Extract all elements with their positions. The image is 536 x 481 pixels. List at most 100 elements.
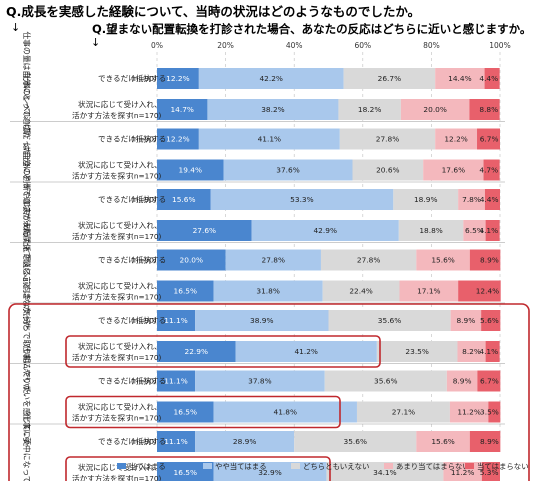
data-label: 53.3% bbox=[290, 195, 313, 204]
data-label: 18.8% bbox=[419, 226, 442, 235]
bar-segment bbox=[393, 189, 459, 210]
row-n-label: (n=170) bbox=[131, 474, 162, 481]
data-label: 37.8% bbox=[248, 377, 271, 386]
bar-segment bbox=[469, 431, 501, 452]
chart-subtitle: Q.望まない配置転換を打診された場合、あなたの反応はどちらに近いと感じますか。 bbox=[92, 22, 531, 36]
bar-segment bbox=[488, 401, 501, 423]
data-label: 12.2% bbox=[166, 74, 189, 83]
group-label: 人間関係で悩むことはなかった bbox=[22, 220, 32, 329]
legend-label: やや当てはまる bbox=[215, 462, 267, 471]
bar-segment bbox=[352, 159, 424, 181]
row-label-line1: 状況に応じて受け入れ、 bbox=[78, 220, 162, 230]
row-n-label: (n=170) bbox=[131, 232, 162, 241]
row-n-label: (n=90) bbox=[131, 316, 157, 325]
bar-segment bbox=[157, 249, 226, 271]
bar-segment bbox=[416, 249, 470, 271]
data-label: 22.4% bbox=[349, 287, 372, 296]
data-label: 8.9% bbox=[480, 256, 499, 265]
bar-segment bbox=[157, 159, 224, 181]
bar-segment bbox=[210, 189, 394, 210]
row-n-label: (n=170) bbox=[131, 414, 162, 423]
data-label: 20.6% bbox=[376, 166, 399, 175]
row-label-line2: 活かす方法を探す bbox=[72, 473, 133, 481]
bar-segment bbox=[469, 99, 500, 120]
bar-segment bbox=[223, 159, 353, 181]
gridlines bbox=[156, 52, 501, 438]
row-label: できるだけ抵抗する bbox=[98, 315, 166, 325]
data-label: 41.8% bbox=[274, 408, 297, 417]
bar-segment bbox=[225, 249, 321, 271]
row-label-line1: 状況に応じて受け入れ、 bbox=[78, 341, 162, 351]
bar-segment bbox=[322, 280, 400, 302]
data-label: 38.9% bbox=[250, 316, 273, 325]
row-n-label: (n=170) bbox=[131, 353, 162, 362]
legend-label: 当てはまる bbox=[129, 462, 166, 471]
bar-segment bbox=[339, 128, 436, 150]
bar-segment bbox=[435, 128, 478, 150]
data-label: 11.1% bbox=[164, 377, 187, 386]
x-tick-label: 100% bbox=[489, 41, 510, 50]
bar-segment bbox=[326, 462, 444, 481]
row-labels: できるだけ抵抗する(n=90)状況に応じて受け入れ、活かす方法を探す(n=170… bbox=[72, 73, 166, 481]
data-label: 20.0% bbox=[180, 256, 203, 265]
bars: 12.2% 42.2% 26.7% 14.4% 4.4% 14.7% 38.2% 18.2% 2… bbox=[157, 68, 501, 481]
data-label: 17.6% bbox=[442, 166, 465, 175]
bar-segment bbox=[485, 341, 500, 362]
highlights bbox=[8, 303, 530, 481]
bar-segment bbox=[398, 220, 464, 241]
data-label: 7.8% bbox=[462, 195, 481, 204]
data-label: 14.4% bbox=[448, 74, 471, 83]
data-label: 12.2% bbox=[444, 135, 467, 144]
bar-segment bbox=[157, 462, 214, 481]
row-n-label: (n=90) bbox=[131, 135, 157, 144]
bar-segment bbox=[400, 99, 470, 120]
data-label: 41.2% bbox=[294, 347, 317, 356]
bar-segment bbox=[399, 280, 459, 302]
data-label: 16.5% bbox=[174, 287, 197, 296]
data-label: 8.9% bbox=[453, 377, 472, 386]
data-label: 14.7% bbox=[170, 105, 193, 114]
data-label: 27.1% bbox=[392, 408, 415, 417]
bar-segment bbox=[416, 431, 470, 452]
bar-segment bbox=[376, 341, 458, 362]
data-label: 4.1% bbox=[479, 347, 498, 356]
bar-segment bbox=[157, 431, 196, 452]
highlight-row-box bbox=[65, 456, 331, 481]
data-label: 42.2% bbox=[259, 74, 282, 83]
bar-segment bbox=[469, 249, 501, 271]
data-label: 15.6% bbox=[431, 437, 454, 446]
row-label: できるだけ抵抗する bbox=[98, 376, 166, 386]
data-label: 26.7% bbox=[378, 74, 401, 83]
bar-segment bbox=[157, 310, 196, 331]
bar-segment bbox=[251, 220, 399, 241]
data-label: 4.1% bbox=[479, 226, 498, 235]
row-n-label: (n=90) bbox=[131, 437, 157, 446]
data-label: 41.1% bbox=[258, 135, 281, 144]
bar-segment bbox=[458, 280, 501, 302]
data-label: 11.2% bbox=[451, 468, 474, 477]
data-label: 19.4% bbox=[179, 166, 202, 175]
data-label: 31.8% bbox=[256, 287, 279, 296]
data-label: 35.6% bbox=[344, 437, 367, 446]
data-label: 4.4% bbox=[480, 195, 499, 204]
data-label: 35.6% bbox=[374, 377, 397, 386]
bar-segment bbox=[477, 370, 501, 392]
row-label: できるだけ抵抗する bbox=[98, 194, 166, 204]
legend-swatch bbox=[465, 463, 474, 469]
data-label: 27.8% bbox=[357, 256, 380, 265]
bar-segment bbox=[157, 280, 214, 302]
data-label: 27.6% bbox=[193, 226, 216, 235]
bar-segment bbox=[157, 370, 196, 392]
data-label: 15.6% bbox=[172, 195, 195, 204]
data-label: 38.2% bbox=[261, 105, 284, 114]
data-label: 32.9% bbox=[258, 468, 281, 477]
row-n-label: (n=90) bbox=[131, 256, 157, 265]
data-label: 17.1% bbox=[417, 287, 440, 296]
bar-segment bbox=[324, 370, 447, 392]
row-label: できるだけ抵抗する bbox=[98, 436, 166, 446]
legend: 当てはまる やや当てはまる どちらともいえない あまり当てはまらない 当てはまらない bbox=[117, 462, 529, 471]
legend-label: あまり当てはまらない bbox=[396, 462, 470, 471]
data-label: 12.2% bbox=[166, 135, 189, 144]
data-label: 18.2% bbox=[358, 105, 381, 114]
